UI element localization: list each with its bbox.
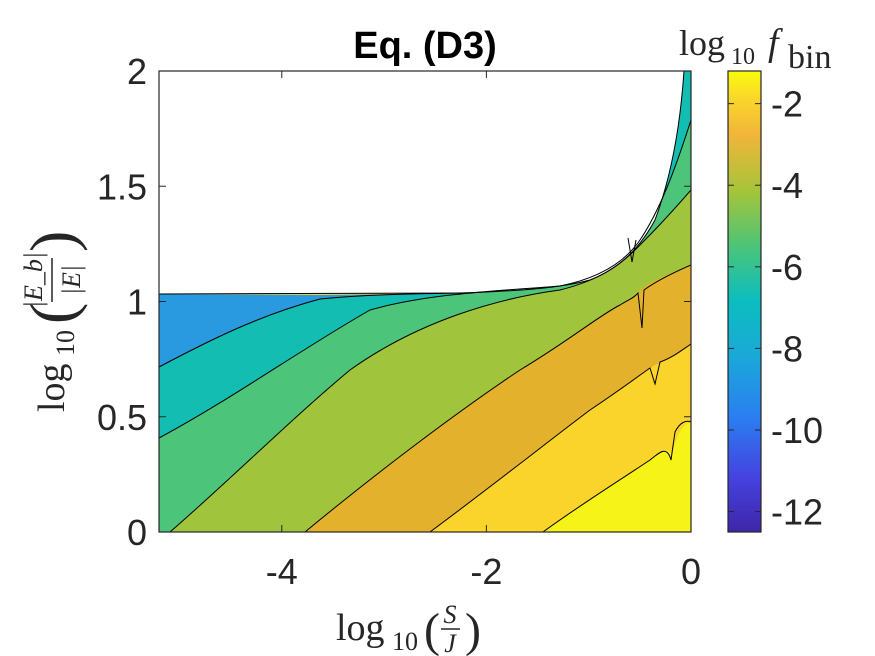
x-label-prefix: log (336, 607, 385, 649)
x-tick-label: 0 (681, 551, 701, 592)
colorbar-label-sub: 10 (731, 44, 755, 70)
colorbar-label-prefix: log (679, 23, 725, 63)
colorbar-tick-label: -4 (771, 165, 803, 206)
x-label-sub: 10 (392, 627, 418, 656)
x-tick-label: -4 (266, 551, 298, 592)
colorbar-ticks: -12 -10 -8 -6 -4 -2 (728, 84, 823, 533)
y-label-den: |E| (57, 265, 86, 295)
contour-line-1 (159, 292, 461, 368)
y-tick-label: 1.5 (97, 166, 147, 207)
colorbar-tick-label: -12 (771, 492, 823, 533)
colorbar-label-var: f (768, 22, 783, 64)
svg-text:): ) (17, 231, 88, 252)
svg-text:(: ( (424, 604, 440, 656)
y-label-prefix: log (31, 363, 73, 412)
contour-line-7 (627, 237, 637, 263)
colorbar-label: log 10 f bin (679, 22, 831, 76)
x-label-num: S (444, 600, 457, 629)
undefined-region (159, 71, 691, 294)
y-label-sub: 10 (51, 330, 80, 356)
contour-line-3 (169, 189, 691, 532)
colorbar-label-varsub: bin (788, 39, 831, 76)
contour-lines (159, 71, 691, 532)
contour-line-5 (429, 343, 691, 532)
colorbar-tick-label: -10 (771, 410, 823, 451)
colorbar-tick-label: -8 (771, 328, 803, 369)
svg-text:): ) (465, 604, 481, 656)
y-tick-label: 0.5 (97, 397, 147, 438)
contour-line-2 (159, 119, 691, 439)
y-tick-label: 1 (127, 282, 147, 323)
y-label-num: |E_b| (19, 252, 48, 308)
x-axis-label: log 10 ( S J ) (336, 600, 481, 656)
contour-fill-group (159, 71, 691, 532)
y-tick-label: 2 (127, 51, 147, 92)
x-axis: -4 -2 0 (266, 71, 701, 592)
colorbar-tick-label: -2 (771, 84, 803, 125)
y-axis: 0 0.5 1 1.5 2 (97, 51, 691, 553)
y-tick-label: 0 (127, 512, 147, 553)
svg-text:(: ( (17, 303, 88, 324)
contour-level-yellow (543, 422, 691, 532)
x-tick-label: -2 (470, 551, 502, 592)
x-label-den: J (444, 629, 457, 656)
colorbar-frame (727, 70, 762, 533)
contour-line-4 (304, 264, 691, 532)
chart-title: Eq. (D3) (353, 25, 497, 67)
colorbar-tick-label: -6 (771, 247, 803, 288)
contour-line-6 (542, 420, 691, 532)
colorbar (728, 71, 761, 532)
y-axis-label: log 10 ( |E_b| |E| ) (17, 231, 88, 412)
